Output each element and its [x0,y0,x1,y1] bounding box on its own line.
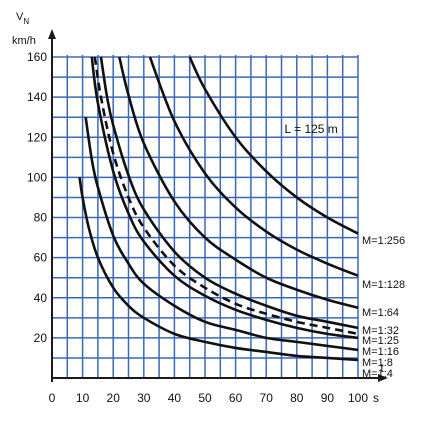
x-tick-label: 30 [137,391,151,405]
y-tick-label: 40 [34,291,48,305]
series-label-m-1-4: M=1:4 [362,368,393,380]
axes [48,29,388,382]
series-label-m-1-8: M=1:8 [362,357,393,369]
x-tick-label: 50 [198,391,212,405]
x-tick-label: 20 [107,391,121,405]
series-line-m-1-8 [84,117,359,352]
curves [78,56,359,362]
x-axis-label: t [380,361,384,375]
y-tick-label: 140 [27,90,47,104]
series-line-m-1-128 [148,56,359,277]
x-tick-label: 100 [348,391,368,405]
y-tick-label: 120 [27,130,47,144]
x-tick-label: 60 [229,391,243,405]
x-tick-label: 90 [321,391,335,405]
series-label-m-1-64: M=1:64 [362,307,399,319]
series-label-m-1-16: M=1:16 [362,346,399,358]
series-label-m-1-32: M=1:32 [362,325,399,337]
y-tick-label: 100 [27,170,47,184]
series-line-m-1-32 [99,56,359,330]
series-line-m-1-64 [118,56,359,310]
y-tick-label: 20 [34,331,48,345]
y-axis-unit: km/h [12,35,36,47]
x-tick-label: 70 [260,391,274,405]
series-line-m-1-16 [90,56,359,340]
labels: 20 40 60 80 100 120 140 160 0 10 20 30 40 50 60 70 80 90 1… [12,11,405,405]
series-line-m-1-4 [78,177,359,362]
x-tick-label: 40 [168,391,182,405]
x-axis-arrow-icon [378,374,388,382]
y-tick-label: 80 [34,211,48,225]
x-tick-label: 0 [49,391,56,405]
annotation-length: L = 125 m [285,122,338,136]
series-label-m-1-128: M=1:128 [362,279,405,291]
y-axis-label: VN [16,11,29,26]
series-line-m-1-25 [93,56,359,336]
y-tick-label: 60 [34,251,48,265]
y-tick-label: 160 [27,50,47,64]
series-label-m-1-25: M=1:25 [362,335,399,347]
series-label-m-1-256: M=1:256 [362,235,405,247]
x-axis-unit: s [373,391,379,405]
y-axis-arrow-icon [48,29,56,39]
series-line-m-1-256 [188,56,359,235]
x-tick-label: 10 [76,391,90,405]
x-tick-label: 80 [290,391,304,405]
